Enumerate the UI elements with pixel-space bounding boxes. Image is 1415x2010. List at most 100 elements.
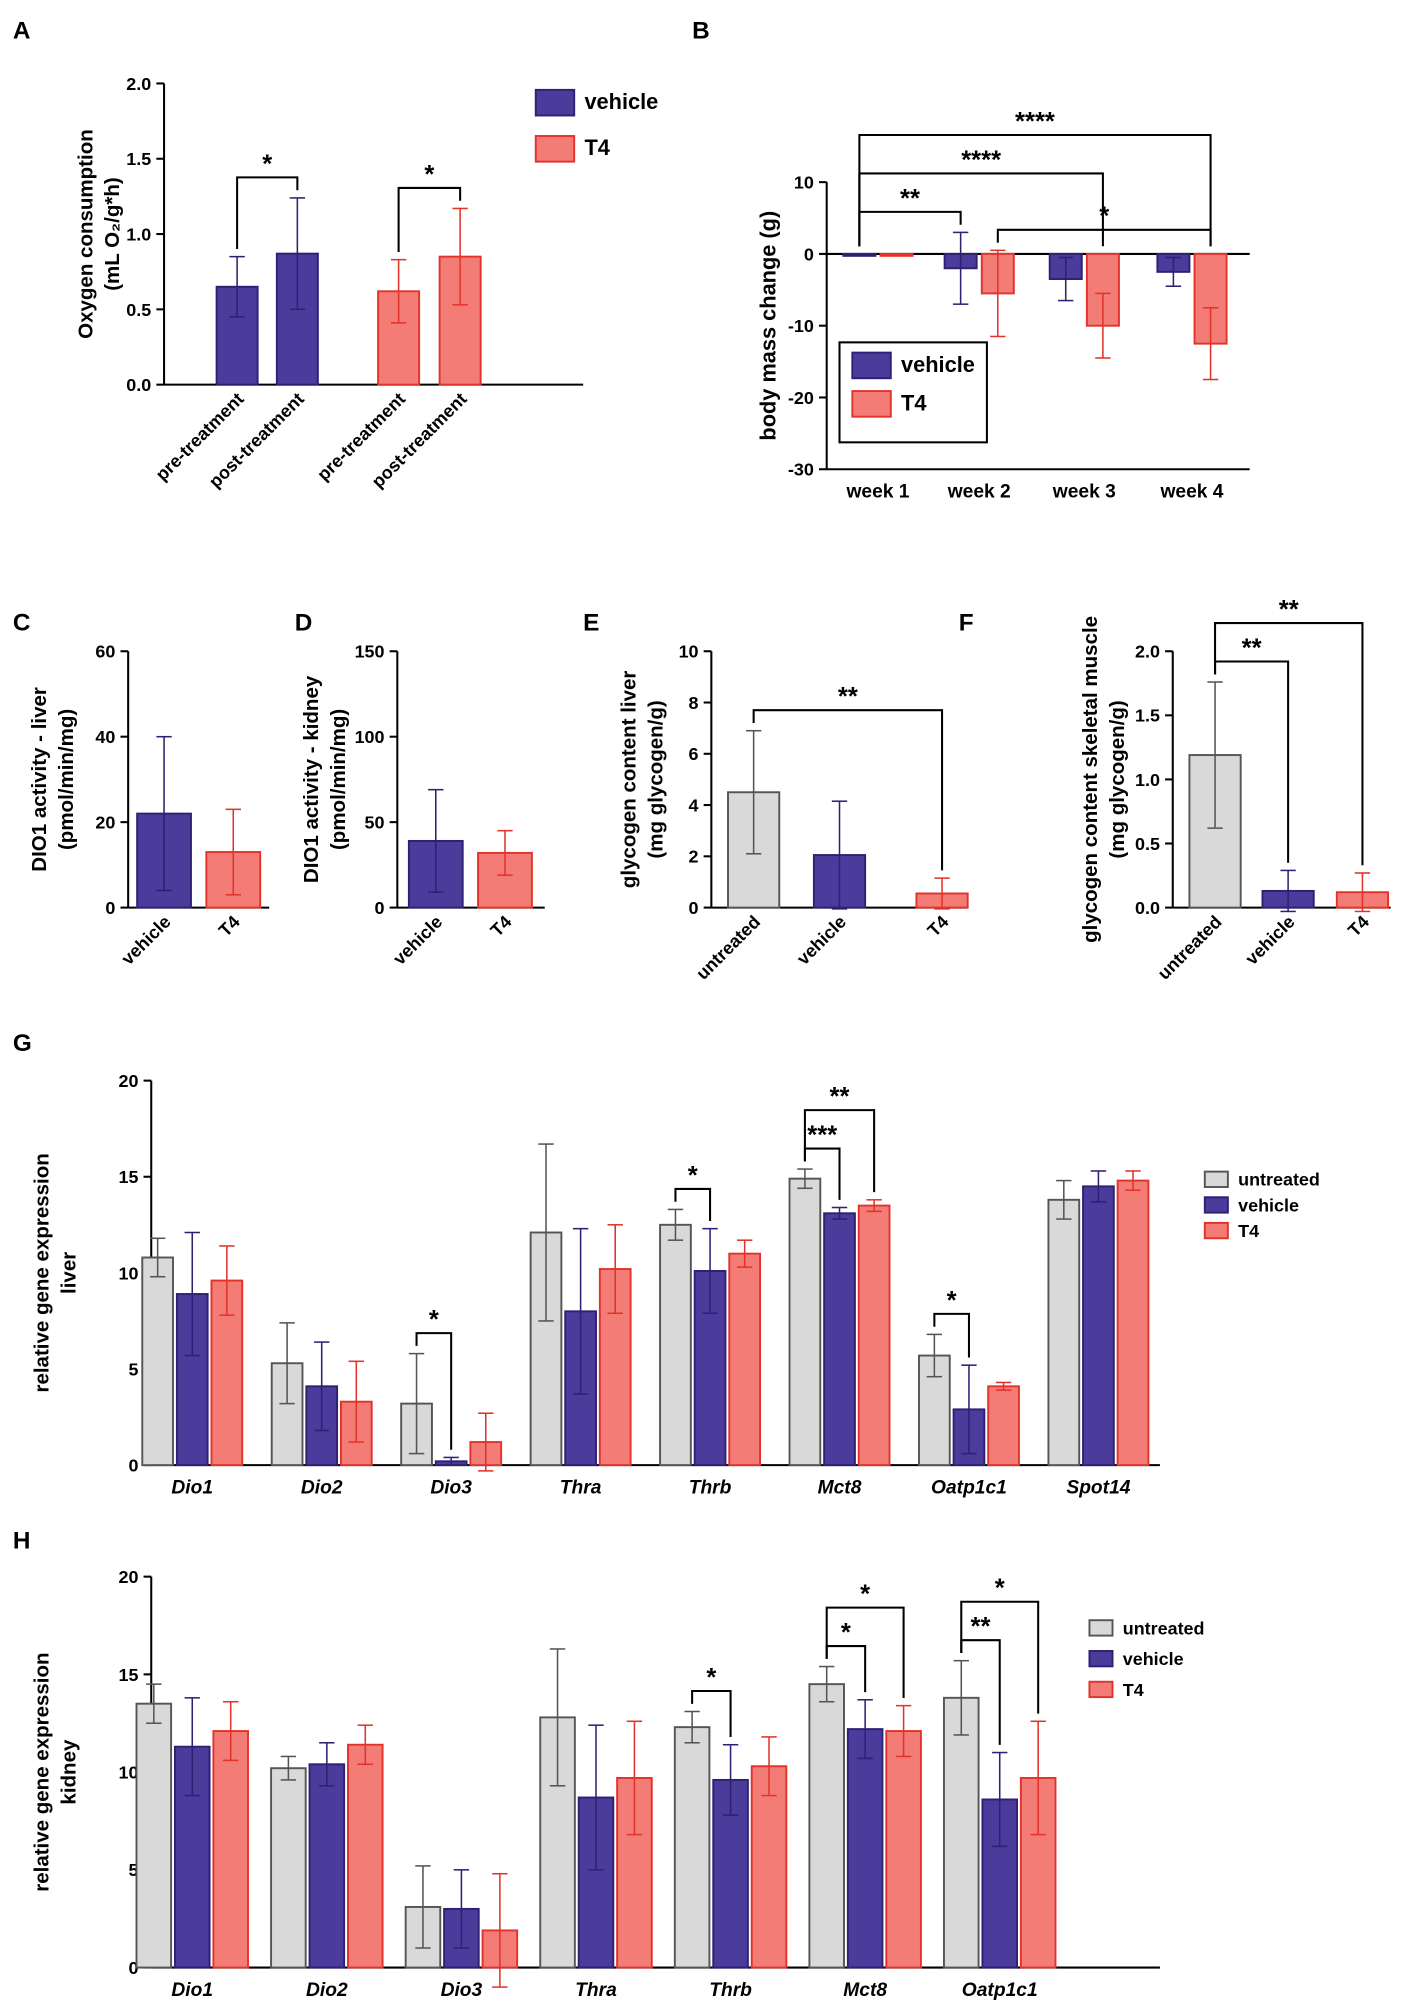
- error-bar: [1095, 292, 1111, 359]
- x-tick-label: Thra: [575, 1980, 617, 2001]
- y-axis-label: Oxygen consumption: [74, 129, 97, 339]
- bar: [1116, 1179, 1150, 1467]
- y-tick-label: 0: [689, 898, 699, 918]
- x-tick-label: Mct8: [818, 1477, 862, 1498]
- y-tick-label: 1.0: [1135, 770, 1160, 790]
- bracket: [996, 228, 1212, 247]
- y-axis-label: (pmol/min/mg): [55, 709, 78, 850]
- y-axis-label: glycogen content liver: [618, 671, 641, 889]
- significance-bracket: [825, 1606, 905, 1698]
- x-tick-label: Oatp1c1: [931, 1477, 1007, 1498]
- error-bar: [667, 1208, 684, 1241]
- error-bar: [443, 1456, 459, 1466]
- bracket: [674, 1187, 712, 1221]
- significance-label: *: [860, 1580, 870, 1608]
- legend-label: T4: [1238, 1221, 1259, 1241]
- y-axis-label: glycogen content skeletal muscle: [1079, 616, 1102, 943]
- error-bar: [895, 1704, 912, 1758]
- significance-bracket: [858, 133, 1212, 247]
- significance-label: **: [1242, 634, 1262, 662]
- error-bar: [607, 1224, 623, 1315]
- significance-label: *: [841, 1619, 851, 1647]
- panel-letter: F: [959, 610, 974, 637]
- bracket: [933, 1312, 970, 1358]
- y-tick-label: 0.5: [126, 300, 151, 320]
- y-tick-label: 8: [689, 693, 699, 713]
- y-tick-label: 50: [365, 813, 385, 833]
- significance-label: **: [1279, 596, 1299, 624]
- error-bar: [831, 800, 848, 910]
- y-tick-label: 10: [118, 1763, 138, 1783]
- y-tick-label: 1.5: [1135, 706, 1160, 726]
- significance-bracket: [803, 1109, 876, 1193]
- error-bar: [572, 1227, 589, 1395]
- error-bar: [952, 231, 969, 305]
- significance-bracket: [415, 1332, 453, 1450]
- bar: [788, 1177, 822, 1467]
- error-bar: [926, 1333, 943, 1378]
- y-tick-label: 15: [118, 1167, 138, 1187]
- y-tick-label: 5: [128, 1860, 138, 1880]
- error-bar: [229, 255, 245, 318]
- bar: [1047, 1198, 1081, 1467]
- y-tick-label: -10: [788, 316, 814, 336]
- error-bar: [1058, 256, 1074, 302]
- bar: [135, 1702, 173, 1969]
- bracket: [397, 186, 462, 252]
- error-bar: [289, 197, 306, 311]
- error-bar: [149, 1237, 166, 1278]
- bar: [943, 1696, 980, 1969]
- panel-letter: A: [13, 18, 31, 45]
- y-tick-label: 10: [679, 642, 699, 662]
- y-axis-label: relative gene expression: [31, 1153, 54, 1392]
- error-bar: [702, 1227, 718, 1315]
- y-tick-label: 0: [128, 1456, 138, 1476]
- legend-label: T4: [584, 135, 609, 160]
- significance-label: *: [706, 1664, 716, 1692]
- error-bar: [1125, 1170, 1141, 1191]
- error-bar: [314, 1341, 330, 1432]
- y-tick-label: 0.0: [1135, 898, 1160, 918]
- error-bar: [684, 1710, 700, 1744]
- error-bar: [538, 1143, 554, 1322]
- error-bar: [146, 1683, 162, 1725]
- bar: [141, 1256, 174, 1467]
- y-tick-label: 2.0: [1135, 642, 1160, 662]
- error-bar: [357, 1724, 373, 1766]
- significance-label: *: [1099, 203, 1109, 231]
- error-bar: [953, 1659, 969, 1736]
- legend-label: vehicle: [584, 89, 658, 114]
- bar: [987, 1385, 1020, 1467]
- error-bar: [415, 1865, 431, 1949]
- error-bar: [745, 729, 762, 855]
- x-tick-label: Spot14: [1066, 1477, 1130, 1498]
- x-tick-label: Thrb: [709, 1980, 752, 2001]
- legend-swatch: [1088, 1680, 1114, 1699]
- legend-label: T4: [1123, 1680, 1144, 1700]
- legend-label: vehicle: [1123, 1649, 1184, 1669]
- bar: [846, 1728, 884, 1969]
- y-tick-label: 10: [794, 173, 814, 193]
- bar: [477, 851, 533, 909]
- x-tick-label: Oatp1c1: [962, 1980, 1038, 2001]
- error-bar: [992, 1751, 1008, 1848]
- y-axis-label: body mass change (g): [755, 211, 780, 441]
- y-tick-label: 4: [689, 795, 699, 815]
- legend-label: vehicle: [901, 352, 975, 377]
- legend-swatch: [851, 390, 892, 418]
- bar: [673, 1726, 711, 1969]
- x-tick-label: week 3: [1052, 481, 1116, 502]
- significance-bracket: [397, 186, 462, 252]
- bar: [885, 1730, 922, 1969]
- error-bar: [1056, 1179, 1072, 1220]
- error-bar: [761, 1736, 777, 1797]
- panel-letter: B: [692, 18, 710, 45]
- y-tick-label: 0: [804, 244, 814, 264]
- bar: [857, 1204, 891, 1467]
- y-axis-label: DIO1 activity - kidney: [300, 675, 323, 883]
- x-tick-label: Dio3: [430, 1477, 472, 1498]
- y-axis-label: relative gene expression: [31, 1652, 54, 1891]
- y-tick-label: 1.0: [126, 224, 151, 244]
- significance-label: ****: [961, 146, 1001, 174]
- x-tick-label: week 1: [845, 481, 909, 502]
